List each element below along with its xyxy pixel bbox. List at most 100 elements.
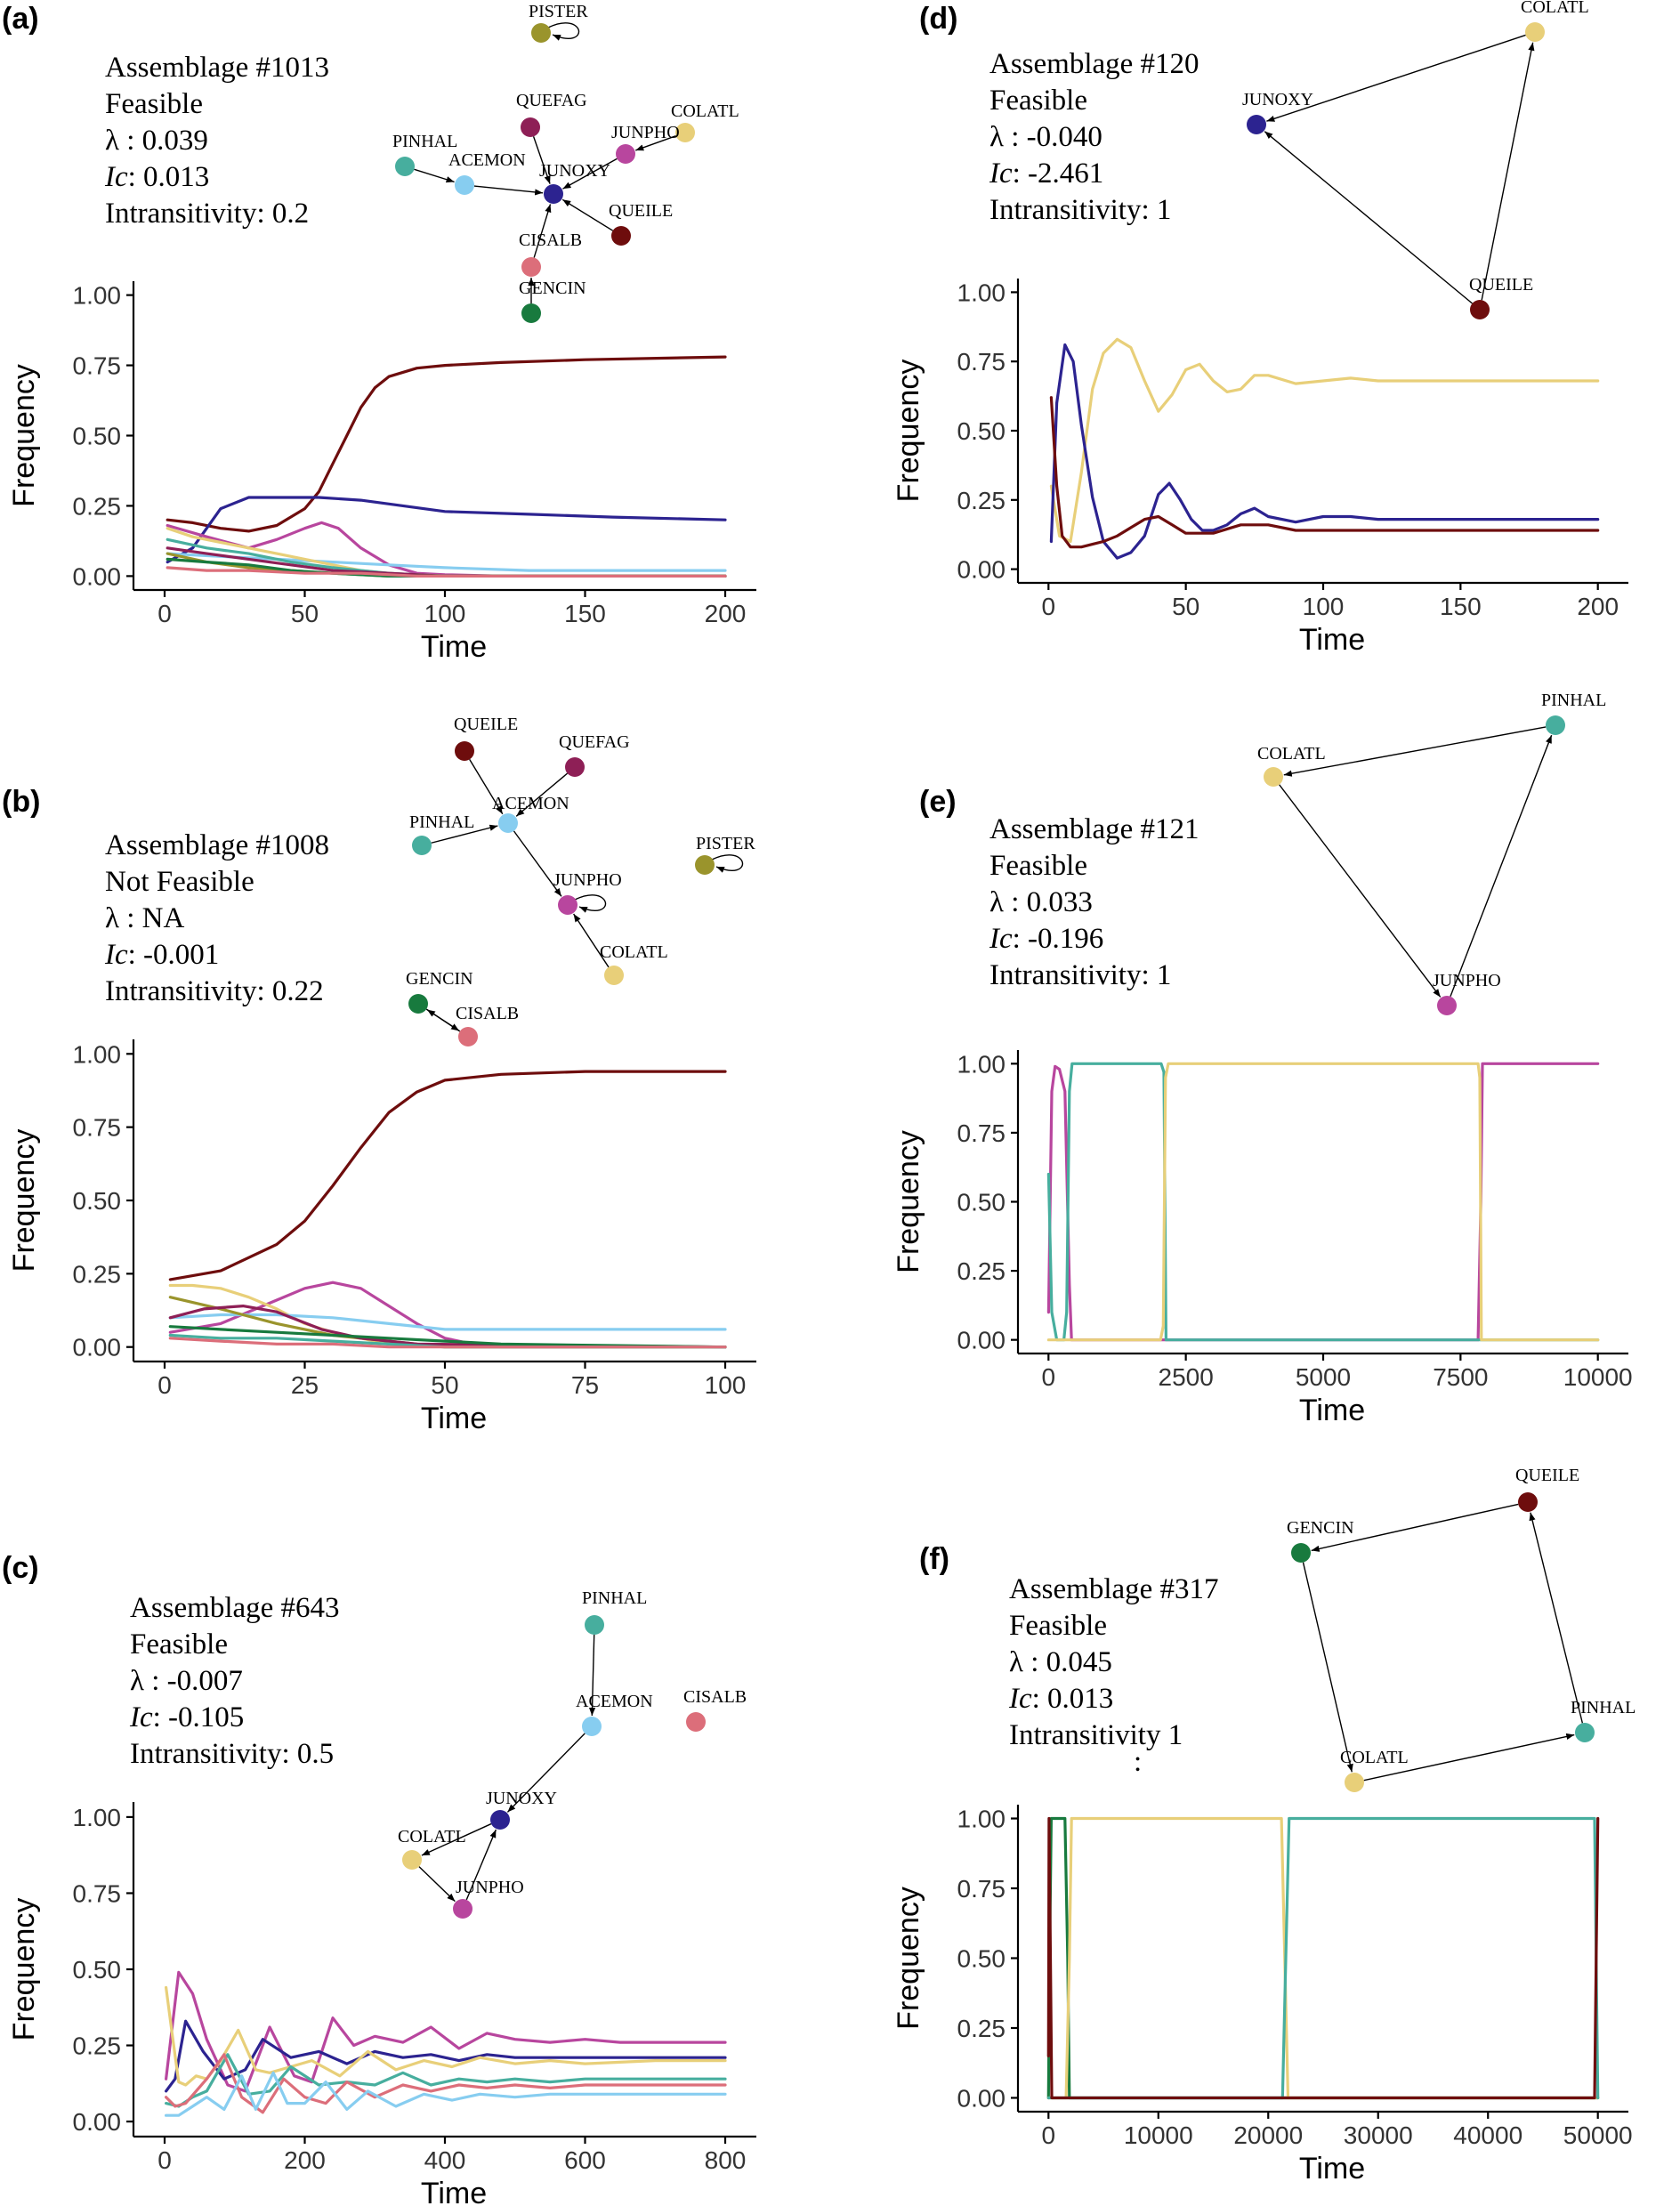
x-tick-label: 200 bbox=[705, 600, 747, 627]
network-edge bbox=[426, 1009, 461, 1032]
y-tick-label: 0.00 bbox=[73, 1334, 122, 1362]
node-label: JUNPHO bbox=[1433, 971, 1501, 990]
x-tick-label: 40000 bbox=[1453, 2121, 1522, 2149]
y-tick-label: 0.00 bbox=[73, 2108, 122, 2136]
lambda-label: λ : 0.033 bbox=[989, 886, 1093, 918]
network: QUEILE GENCIN PINHAL COLATL bbox=[1287, 1466, 1636, 1792]
x-tick-label: 0 bbox=[1042, 2121, 1056, 2149]
node-junpho bbox=[616, 144, 635, 164]
intransitivity-label: Intransitivity: 1 bbox=[989, 194, 1171, 226]
x-tick-label: 0 bbox=[1042, 593, 1056, 620]
node-queile bbox=[1470, 300, 1490, 319]
network-edge bbox=[573, 913, 610, 968]
x-tick-label: 7500 bbox=[1433, 1363, 1488, 1391]
node-gencin bbox=[521, 303, 541, 323]
assemblage-label: Assemblage #643 bbox=[130, 1592, 340, 1624]
network-edge bbox=[1302, 1562, 1353, 1773]
node-junoxy bbox=[544, 184, 563, 204]
y-tick-label: 1.00 bbox=[957, 1806, 1006, 1833]
node-junoxy bbox=[490, 1810, 510, 1830]
node-colatl bbox=[675, 123, 695, 142]
node-gencin bbox=[1291, 1543, 1311, 1563]
y-axis-title: Frequency bbox=[892, 1130, 925, 1273]
x-tick-label: 800 bbox=[705, 2146, 747, 2174]
x-tick-label: 50 bbox=[431, 1371, 458, 1399]
node-junpho bbox=[453, 1899, 472, 1919]
network-edge bbox=[561, 198, 614, 231]
assemblage-label: Assemblage #121 bbox=[989, 813, 1199, 845]
y-axis-title: Frequency bbox=[7, 1898, 41, 2041]
x-axis-title: Time bbox=[1299, 1394, 1365, 1427]
series-group bbox=[166, 355, 727, 578]
node-pinhal bbox=[585, 1615, 604, 1635]
network: PINHAL ACEMON CISALB JUNOXY COLATL JUNPHO bbox=[398, 1588, 747, 1919]
x-tick-label: 100 bbox=[705, 1371, 747, 1399]
node-queile bbox=[1518, 1492, 1538, 1512]
node-label: COLATL bbox=[1257, 744, 1326, 764]
y-tick-label: 0.75 bbox=[73, 352, 122, 380]
network-edge bbox=[465, 1829, 497, 1901]
node-label: QUEILE bbox=[1469, 275, 1533, 295]
node-label: ACEMON bbox=[576, 1692, 653, 1711]
network-edge bbox=[421, 1822, 492, 1856]
series-group bbox=[165, 1970, 727, 2117]
node-junoxy bbox=[1247, 115, 1266, 134]
network-edge bbox=[1279, 784, 1442, 998]
y-tick-label: 1.00 bbox=[73, 1040, 122, 1068]
network-edge bbox=[1481, 42, 1535, 301]
lambda-label: λ : 0.045 bbox=[1009, 1646, 1112, 1678]
series-gencin bbox=[168, 1325, 727, 1349]
node-pister bbox=[695, 855, 715, 875]
self-loop-edge bbox=[547, 22, 580, 41]
ic-label: Ic: -2.461 bbox=[989, 158, 1103, 190]
y-tick-label: 0.25 bbox=[957, 2015, 1006, 2042]
x-tick-label: 0 bbox=[158, 600, 172, 627]
network-edge bbox=[431, 824, 498, 844]
ic-label: Ic: -0.196 bbox=[989, 923, 1103, 955]
series-gencin bbox=[1046, 1816, 1600, 2100]
feasibility-label: Feasible bbox=[130, 1628, 228, 1661]
x-axis-title: Time bbox=[1299, 623, 1365, 657]
network-edge bbox=[513, 830, 562, 897]
self-loop-edge bbox=[711, 854, 744, 873]
series-colatl bbox=[1046, 1816, 1600, 2100]
series-acemon bbox=[165, 2071, 727, 2117]
x-tick-label: 150 bbox=[1440, 593, 1482, 620]
node-label: COLATL bbox=[1340, 1748, 1409, 1767]
panel-label: (b) bbox=[2, 785, 40, 819]
panel-label: (a) bbox=[2, 2, 39, 36]
x-tick-label: 0 bbox=[158, 1371, 172, 1399]
node-label: GENCIN bbox=[406, 969, 473, 989]
intransitivity-label: Intransitivity 1 bbox=[1009, 1719, 1183, 1751]
node-queile bbox=[455, 741, 474, 761]
x-tick-label: 2500 bbox=[1159, 1363, 1214, 1391]
y-tick-label: 0.50 bbox=[73, 1956, 122, 1984]
node-junpho bbox=[1437, 996, 1457, 1015]
feasibility-label: Feasible bbox=[1009, 1610, 1107, 1642]
network-edge bbox=[562, 158, 618, 190]
node-label: JUNPHO bbox=[553, 870, 622, 890]
stray-colon: : bbox=[1134, 1746, 1142, 1778]
node-acemon bbox=[498, 813, 518, 833]
lambda-label: λ : NA bbox=[105, 902, 185, 934]
node-label: CISALB bbox=[683, 1687, 747, 1707]
series-queile bbox=[1046, 1816, 1600, 2100]
panel-label: (f) bbox=[919, 1542, 949, 1576]
y-axis-title: Frequency bbox=[892, 360, 925, 503]
node-cisalb bbox=[686, 1712, 706, 1732]
series-queile bbox=[168, 1070, 727, 1281]
intransitivity-label: Intransitivity: 0.22 bbox=[105, 975, 324, 1007]
node-label: JUNPHO bbox=[456, 1878, 524, 1897]
node-colatl bbox=[1345, 1773, 1364, 1792]
node-cisalb bbox=[458, 1027, 478, 1046]
series-colatl bbox=[165, 1985, 727, 2087]
y-axis-title: Frequency bbox=[892, 1887, 925, 2030]
y-tick-label: 0.00 bbox=[957, 2084, 1006, 2112]
node-gencin bbox=[408, 994, 428, 1014]
panel-label: (d) bbox=[919, 2, 957, 36]
y-tick-label: 0.25 bbox=[73, 2032, 122, 2060]
series-junoxy bbox=[166, 496, 727, 564]
network-edge bbox=[414, 168, 455, 183]
network: COLATL JUNOXY QUEILE bbox=[1242, 0, 1589, 319]
